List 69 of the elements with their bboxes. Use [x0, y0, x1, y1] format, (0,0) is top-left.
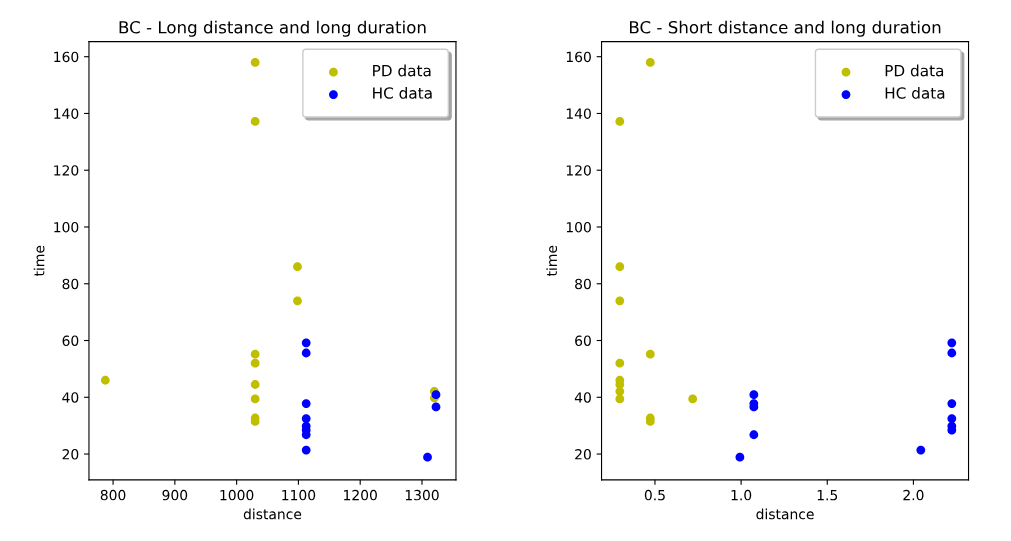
point	[947, 338, 957, 348]
point	[250, 117, 260, 126]
point	[250, 394, 260, 404]
point	[615, 358, 625, 368]
point	[293, 296, 302, 306]
y-tick-label: 100	[566, 221, 591, 233]
y-tick-label: 60	[575, 335, 591, 346]
point	[615, 117, 625, 126]
x-tick-label: 1200	[344, 489, 377, 501]
point	[947, 348, 957, 358]
y-tick-label: 120	[566, 165, 591, 176]
point	[301, 414, 311, 423]
x-tick-label: 0.5	[644, 489, 665, 501]
point	[250, 380, 260, 389]
y-tick-label: 140	[54, 108, 79, 119]
point	[947, 414, 957, 423]
point	[688, 394, 698, 404]
y-axis-title: time	[33, 245, 45, 277]
legend-label: HC data	[885, 87, 945, 99]
x-tick-label: 2.0	[903, 489, 924, 501]
legend-label: PD data	[885, 64, 944, 77]
y-tick-label: 100	[54, 221, 79, 233]
chart-title: BC - Long distance and long duration	[119, 20, 426, 37]
point	[301, 348, 311, 358]
chart-title: BC - Short distance and long duration	[629, 20, 941, 37]
point	[615, 262, 625, 272]
y-tick-label: 40	[62, 392, 79, 403]
point	[250, 358, 260, 368]
point	[735, 452, 745, 462]
point	[947, 399, 957, 408]
x-tick-label: 900	[162, 489, 188, 501]
point	[301, 338, 311, 348]
y-tick-label: 80	[575, 278, 591, 290]
x-tick-label: 800	[100, 489, 126, 501]
point	[301, 399, 311, 408]
x-tick-label: 1.5	[817, 490, 838, 501]
point	[431, 402, 441, 412]
point	[293, 262, 302, 272]
point	[423, 452, 432, 462]
point	[301, 445, 311, 455]
point	[100, 375, 110, 385]
x-tick-label: 1.0	[731, 489, 752, 501]
x-tick-label: 1100	[282, 489, 316, 501]
point	[615, 386, 625, 396]
y-tick-label: 80	[62, 278, 79, 290]
y-axis-title: time	[546, 245, 558, 277]
point	[645, 57, 655, 67]
y-tick-label: 60	[62, 335, 79, 346]
x-tick-label: 1000	[220, 489, 254, 501]
point	[250, 349, 260, 359]
point	[645, 349, 655, 359]
x-axis-title: distance	[756, 508, 814, 520]
legend-label: PD data	[373, 64, 431, 77]
y-tick-label: 160	[566, 51, 591, 63]
y-tick-label: 20	[575, 449, 591, 460]
point	[749, 430, 759, 440]
point	[615, 296, 625, 306]
x-axis-title: distance	[243, 508, 302, 520]
y-tick-label: 140	[566, 108, 591, 119]
x-tick-label: 1300	[405, 489, 439, 501]
y-tick-label: 20	[62, 449, 79, 460]
legend-label: HC data	[373, 87, 432, 99]
y-tick-label: 160	[54, 51, 79, 63]
point	[250, 57, 260, 67]
point	[749, 390, 759, 400]
y-tick-label: 40	[574, 392, 591, 403]
y-tick-label: 120	[54, 165, 79, 176]
point	[615, 394, 625, 404]
point	[916, 445, 926, 455]
